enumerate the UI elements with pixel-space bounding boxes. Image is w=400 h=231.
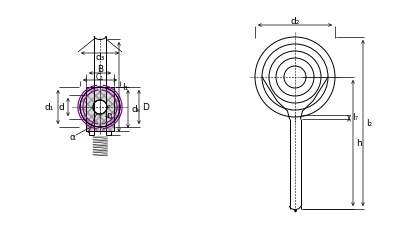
Circle shape [93,100,107,115]
Text: dₖ: dₖ [131,105,141,114]
Text: d₃: d₃ [95,53,105,62]
Text: d₂: d₂ [290,17,300,26]
Text: C₁: C₁ [96,73,104,82]
Circle shape [80,88,120,128]
Text: d₁: d₁ [45,103,54,112]
Text: l₂: l₂ [366,119,372,128]
Circle shape [80,88,120,128]
Text: α: α [69,133,75,142]
Text: d: d [58,103,64,112]
Text: r₁: r₁ [106,111,113,120]
Bar [86,88,114,131]
Text: D: D [142,103,149,112]
Text: l₁: l₁ [122,83,128,92]
Bar [86,88,114,131]
Text: B: B [97,65,103,74]
Text: l₇: l₇ [352,113,358,122]
Text: h: h [356,139,362,148]
